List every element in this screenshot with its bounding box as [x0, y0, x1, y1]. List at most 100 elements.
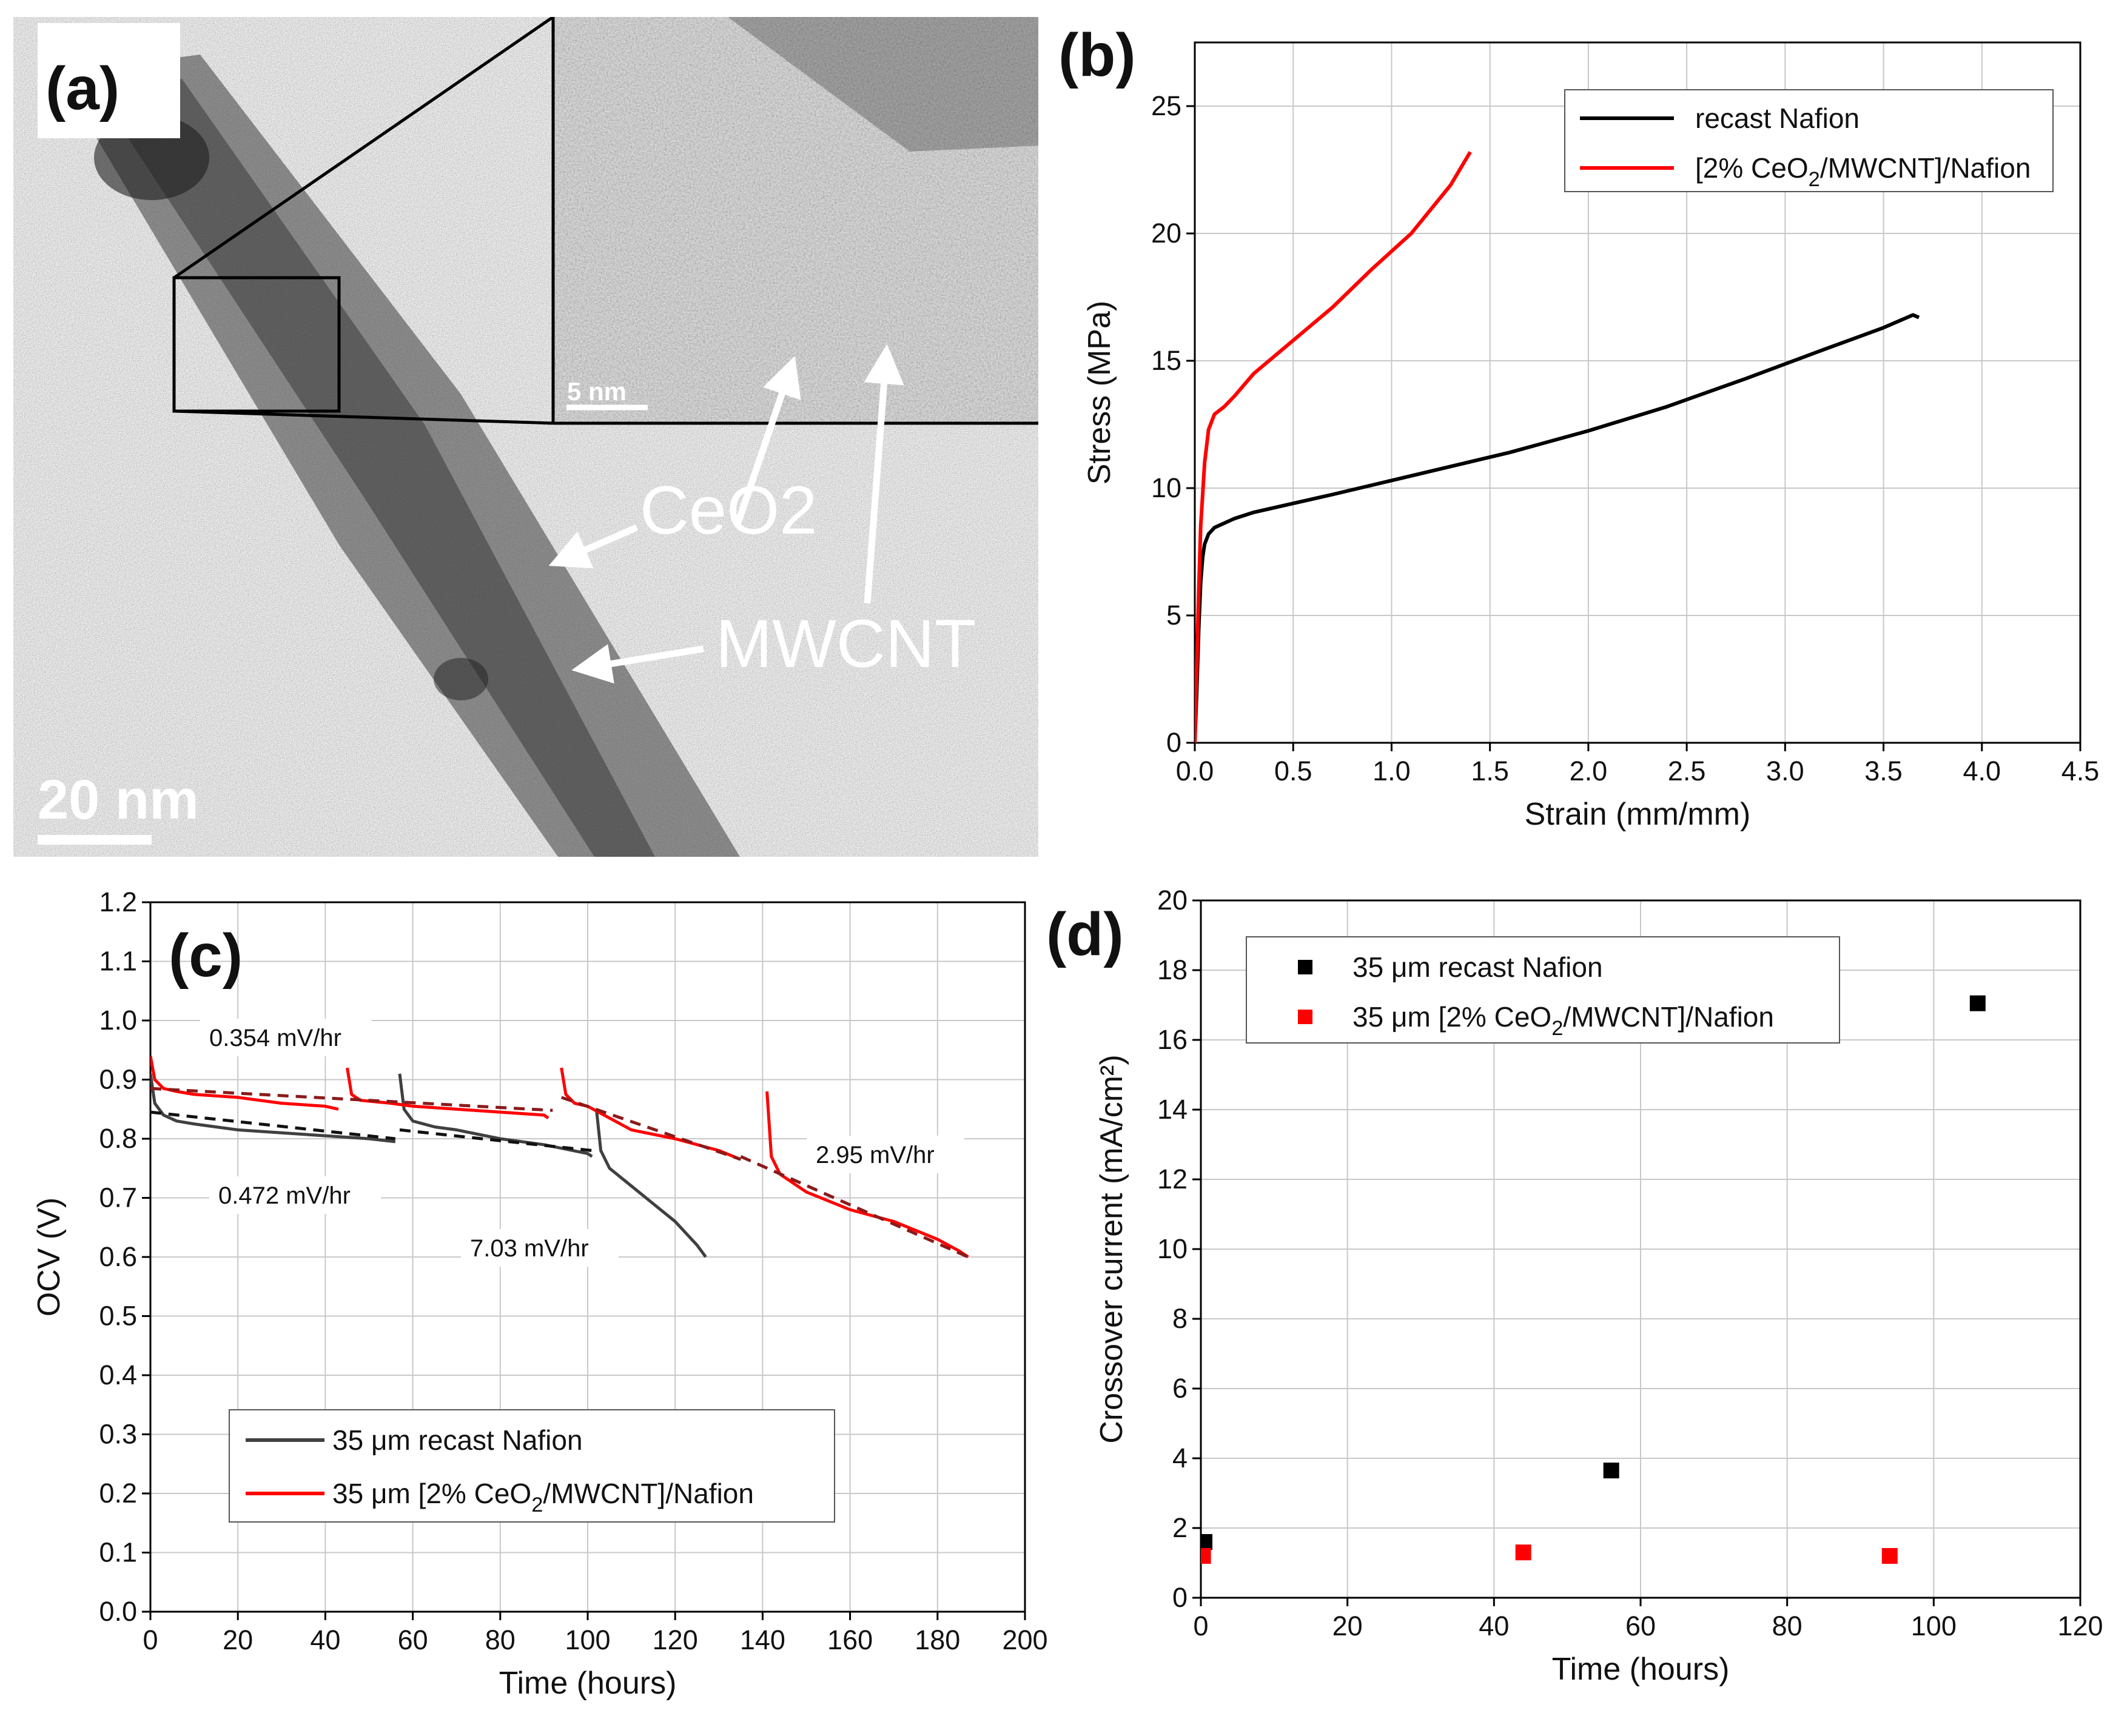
fit-line — [560, 1096, 742, 1161]
legend-label: [2% CeO2/MWCNT]/Nafion — [1695, 152, 2031, 191]
ceo2-label: CeO2 — [640, 472, 818, 548]
y-tick-label: 10 — [1151, 472, 1181, 503]
x-tick-label: 0.5 — [1274, 756, 1312, 786]
y-tick-label: 15 — [1151, 345, 1181, 376]
main-scale-label: 20 nm — [38, 769, 199, 831]
data-point — [1201, 1548, 1211, 1564]
y-tick-label: 20 — [1151, 218, 1181, 249]
y-tick-label: 0.7 — [99, 1182, 137, 1213]
legend-box — [229, 1409, 835, 1523]
panel-a-label: (a) — [45, 55, 119, 122]
fit-line — [150, 1110, 396, 1141]
annotation-label: 0.354 mV/hr — [209, 1025, 341, 1051]
annotations: 0.354 mV/hr 0.472 mV/hr 7.03 mV/hr 2.95 mV/… — [200, 1019, 964, 1267]
legend-swatch — [1298, 960, 1312, 974]
x-tick-label: 200 — [1002, 1624, 1047, 1655]
y-axis-label: Stress (MPa) — [1082, 301, 1117, 484]
x-tick-label: 80 — [485, 1624, 516, 1655]
data-point — [1881, 1548, 1898, 1564]
x-tick-label: 0 — [143, 1624, 158, 1655]
x-tick-label: 160 — [827, 1624, 873, 1655]
legend-box — [1246, 936, 1840, 1044]
data-point — [1603, 1463, 1619, 1479]
x-tick-label: 3.0 — [1766, 756, 1804, 786]
annotation-label: 7.03 mV/hr — [470, 1235, 589, 1262]
annotation-label: 2.95 mV/hr — [816, 1142, 935, 1168]
y-tick-label: 18 — [1157, 954, 1188, 985]
y-tick-label: 0.5 — [99, 1301, 137, 1332]
annotation-label: 0.472 mV/hr — [218, 1182, 351, 1209]
ocv-chart: 0 20 40 60 80 100 120 140 160 180 200 0.0 0.1 0.2 0.3 0… — [32, 886, 1048, 1701]
y-tick-label: 0.3 — [99, 1419, 137, 1450]
ceo2-label-text: CeO2 — [640, 472, 818, 548]
series-line — [398, 1073, 593, 1158]
data-point — [1969, 995, 1986, 1011]
plot-frame — [1194, 41, 2081, 744]
tem-inset — [553, 17, 1038, 423]
x-tick-label: 3.5 — [1864, 756, 1903, 786]
zoom-box — [172, 276, 341, 413]
series-layer — [150, 1056, 969, 1259]
y-tick-label: 25 — [1151, 90, 1181, 121]
annotation-bg — [807, 1136, 964, 1173]
legend-label: 35 μm [2% CeO2/MWCNT]/Nafion — [1352, 1001, 1774, 1040]
series-layer — [1201, 995, 1986, 1564]
legend-label: 35 μm recast Nafion — [1352, 951, 1603, 983]
legend: 35 μm recast Nafion 35 μm [2% CeO2/MWCNT]… — [229, 1409, 835, 1523]
series-line — [594, 1109, 707, 1258]
y-tick-label: 0.0 — [99, 1596, 137, 1627]
x-tick-label: 1.5 — [1471, 756, 1509, 786]
legend: recast Nafion [2% CeO2/MWCNT]/Nafion — [1564, 89, 2054, 192]
x-tick-label: 140 — [740, 1624, 785, 1655]
y-tick-label: 12 — [1157, 1164, 1188, 1195]
x-tick-label: 180 — [915, 1624, 960, 1655]
x-tick-label: 60 — [398, 1624, 428, 1655]
x-tick-label: 2.0 — [1570, 756, 1608, 786]
y-tick-label: 0.1 — [99, 1537, 137, 1568]
x-tick-label: 20 — [223, 1624, 253, 1655]
series-line — [1195, 151, 1472, 743]
x-tick-label: 4.0 — [1963, 756, 2001, 786]
x-tick-label: 0 — [1193, 1610, 1208, 1641]
legend-label: recast Nafion — [1695, 102, 1860, 134]
series-line — [150, 1056, 339, 1111]
arrow-mwcnt — [571, 644, 704, 684]
tem-panel: 5 nm CeO2 MWCNT 20 nm (a) — [13, 17, 1038, 857]
inset-shading — [728, 17, 1038, 152]
axis-ticks: 0 20 40 60 80 100 120 0 2 4 6 8 10 12 14 16 18 20 — [1157, 885, 2103, 1641]
x-tick-label: 40 — [1479, 1610, 1509, 1641]
y-tick-label: 0 — [1166, 727, 1181, 758]
annotation-bg — [461, 1229, 619, 1267]
legend-label: 35 μm [2% CeO2/MWCNT]/Nafion — [332, 1478, 754, 1516]
axis-ticks: 0.0 0.5 1.0 1.5 2.0 2.5 3.0 3.5 4.0 4.5 0 5 10 15 20 25 — [1151, 90, 2099, 786]
x-tick-label: 1.0 — [1373, 756, 1411, 786]
x-tick-label: 40 — [310, 1624, 340, 1655]
y-tick-label: 1.2 — [99, 886, 137, 917]
y-tick-label: 0.2 — [99, 1478, 137, 1509]
data-point — [1201, 1534, 1213, 1550]
y-tick-label: 2 — [1172, 1512, 1188, 1543]
x-tick-label: 120 — [653, 1624, 698, 1655]
y-tick-label: 0 — [1172, 1582, 1188, 1613]
fit-line — [740, 1155, 969, 1259]
data-point — [1515, 1544, 1531, 1561]
series-line — [346, 1067, 549, 1119]
y-tick-label: 0.6 — [99, 1241, 137, 1272]
x-tick-label: 4.5 — [2061, 756, 2100, 786]
legend-swatch — [1298, 1010, 1312, 1024]
particle-cluster — [434, 658, 488, 700]
series-line — [150, 1073, 396, 1144]
y-tick-label: 0.4 — [99, 1359, 137, 1390]
y-tick-label: 6 — [1172, 1373, 1188, 1404]
series-line — [1195, 313, 1920, 743]
panel-a-label-box — [38, 23, 180, 138]
mwcnt-tube — [58, 55, 740, 857]
x-axis-label: Time (hours) — [1552, 1652, 1730, 1687]
y-tick-label: 0.9 — [99, 1064, 137, 1095]
y-tick-label: 1.0 — [99, 1005, 137, 1036]
arrow-mwcnt-inset — [864, 344, 904, 604]
x-tick-label: 120 — [2057, 1610, 2103, 1641]
x-tick-label: 60 — [1625, 1610, 1656, 1641]
x-tick-label: 80 — [1772, 1610, 1803, 1641]
